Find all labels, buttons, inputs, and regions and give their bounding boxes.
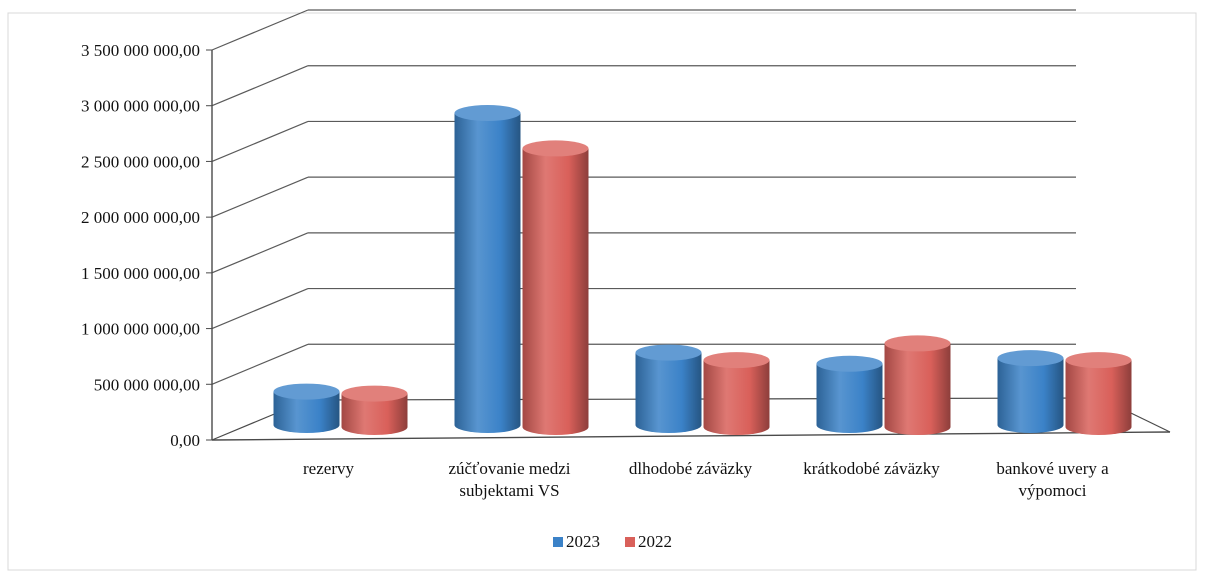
category-label: krátkodobé záväzky [803, 459, 940, 478]
y-tick-label: 2 500 000 000,00 [81, 152, 200, 171]
bar-top [816, 355, 883, 372]
bar-top [884, 335, 951, 352]
legend-item-2023: 2023 [553, 532, 600, 551]
y-tick-label: 1 000 000 000,00 [81, 320, 200, 339]
bar-2023 [816, 355, 883, 433]
category-label: bankové uvery a výpomoci [996, 459, 1109, 500]
y-tick-label: 0,00 [170, 431, 200, 450]
bar-2023 [273, 383, 340, 433]
category-label: rezervy [303, 459, 354, 478]
bar-2023 [454, 105, 521, 433]
bar-2022 [884, 335, 951, 435]
bar-top [341, 385, 408, 402]
bar-2022 [703, 352, 770, 435]
legend-swatch [553, 537, 563, 547]
legend-item-2022: 2022 [625, 532, 672, 551]
gridline-depth [211, 176, 309, 218]
y-tick-label: 2 000 000 000,00 [81, 208, 200, 227]
bar-top [635, 344, 702, 361]
gridline-depth [211, 9, 309, 51]
gridline-depth [211, 65, 309, 107]
y-tick-labels: 0,00 500 000 000,00 1 000 000 000,00 1 500 … [81, 41, 200, 450]
bar-top [522, 140, 589, 157]
bar-2022 [341, 385, 408, 435]
bars [273, 105, 1132, 435]
bar-top [703, 352, 770, 369]
bar-body [341, 393, 408, 435]
bar-body [522, 148, 589, 435]
gridline-depth [211, 120, 309, 162]
bar-2022 [522, 140, 589, 435]
y-tick-label: 3 500 000 000,00 [81, 41, 200, 60]
bar-body [884, 343, 951, 435]
bar-top [454, 105, 521, 121]
bar-body [1065, 360, 1132, 435]
category-label: zúčťovanie medzi subjektami VS [449, 459, 571, 500]
legend-label: 2023 [566, 532, 600, 551]
legend-label: 2022 [638, 532, 672, 551]
bar-2023 [997, 350, 1064, 433]
bar-2022 [1065, 352, 1132, 435]
bar-2023 [635, 344, 702, 433]
category-label: dlhodobé záväzky [629, 459, 753, 478]
legend-swatch [625, 537, 635, 547]
x-axis-line [211, 431, 1171, 441]
bar-body [703, 360, 770, 435]
bar-body [454, 113, 521, 433]
bar-body [635, 352, 702, 433]
bar-body [997, 358, 1064, 433]
bar-top [997, 350, 1064, 367]
y-tick-label: 3 000 000 000,00 [81, 97, 200, 116]
bar-top [273, 383, 340, 400]
bar-top [1065, 352, 1132, 369]
gridline-depth [211, 343, 309, 385]
gridlines [211, 9, 1076, 385]
gridline-depth [211, 232, 309, 274]
bar-body [816, 363, 883, 433]
bar-body [273, 391, 340, 433]
legend: 2023 2022 [553, 532, 672, 551]
y-tick-label: 1 500 000 000,00 [81, 264, 200, 283]
gridline-depth [211, 288, 309, 330]
category-labels: rezervy zúčťovanie medzi subjektami VS dlho… [303, 459, 1109, 500]
y-tick-label: 500 000 000,00 [94, 375, 200, 394]
